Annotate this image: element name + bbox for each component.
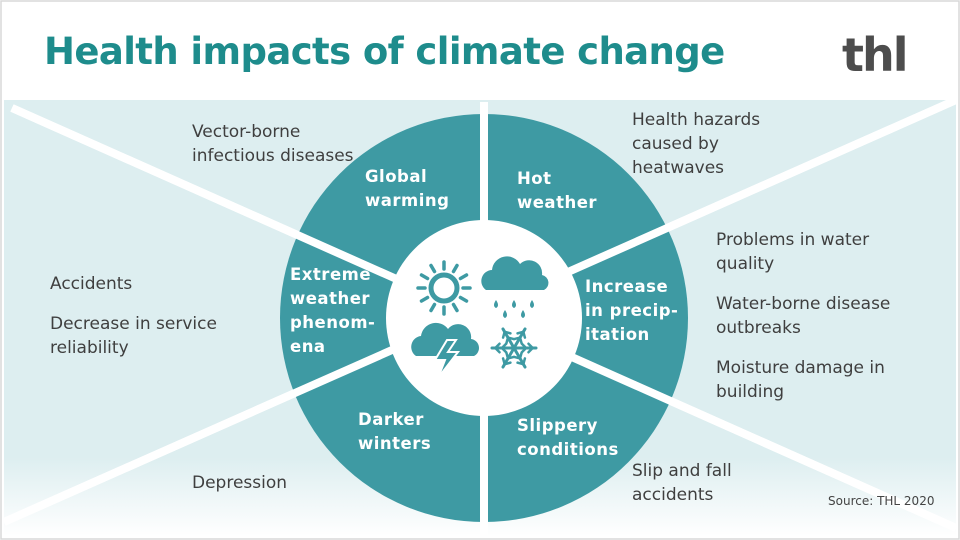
center-hub: [386, 220, 582, 416]
impact-depression: Depression: [192, 473, 288, 493]
impact-waterborne-outbreaks: Water-borne disease outbreaks: [716, 294, 891, 338]
segment-label-increase-in-precipitation: Increase in precip-itation: [585, 277, 678, 344]
segment-label-slippery-conditions: Slippery conditions: [517, 416, 619, 459]
impact-slip-fall: Slip and fall accidents: [632, 461, 732, 505]
rain-cloud-icon: [481, 256, 549, 318]
sun-icon: [416, 260, 472, 316]
impact-service-reliability: Decrease in service reliability: [50, 314, 217, 358]
weather-icons: [411, 256, 549, 379]
page-title: Health impacts of climate change: [44, 30, 725, 73]
thl-logo: thl: [842, 28, 909, 82]
snowflake-icon: [490, 327, 538, 369]
segment-label-global-warming: Global warming: [365, 167, 449, 210]
impact-accidents: Accidents: [50, 274, 133, 294]
impact-water-quality: Problems in water quality: [716, 230, 870, 274]
impact-vector-borne: Vector-borne infectious diseases: [192, 122, 354, 166]
source-note: Source: THL 2020: [828, 494, 935, 508]
thunderstorm-cloud-icon: [411, 322, 479, 379]
impact-heatwaves: Health hazards caused by heatwaves: [632, 110, 761, 178]
segment-label-hot-weather: Hot weather: [517, 169, 597, 212]
segment-label-darker-winters: Darker winters: [358, 410, 431, 453]
impact-moisture-damage: Moisture damage in building: [716, 358, 885, 402]
segment-label-extreme-weather-phenomena: Extreme weather phenom-ena: [290, 265, 375, 356]
